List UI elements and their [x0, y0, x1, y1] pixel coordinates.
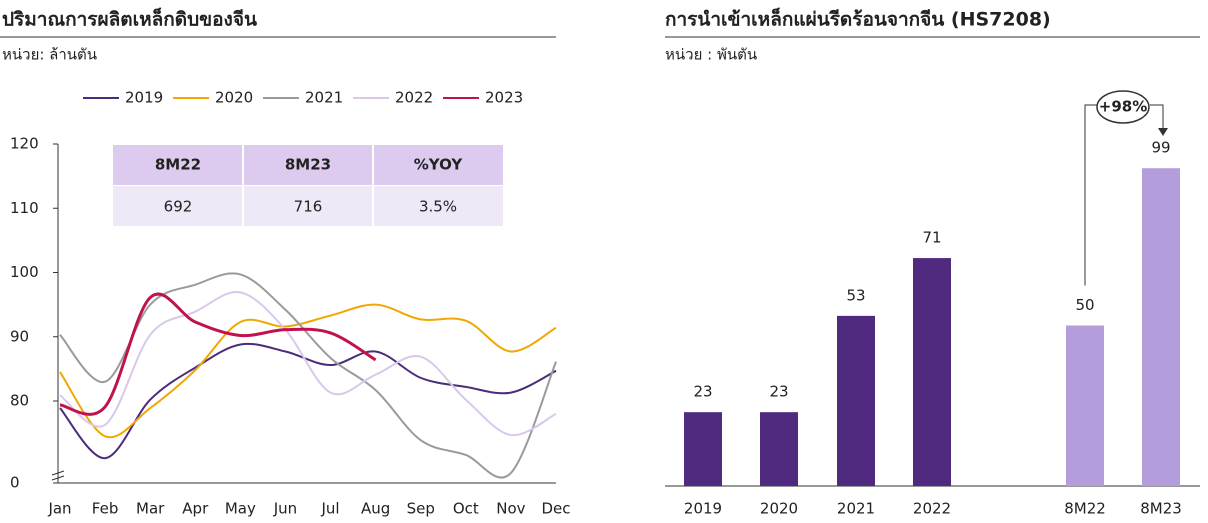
bar	[1066, 325, 1104, 486]
annotation-line	[1150, 104, 1164, 130]
x-tick-label: Apr	[182, 500, 209, 518]
table-header: %YOY	[414, 156, 464, 174]
value-label: 50	[1075, 296, 1094, 314]
series-line	[59, 303, 557, 439]
value-label: 23	[769, 383, 788, 401]
right-title: การนำเข้าเหล็กแผ่นรีดร้อนจากจีน (HS7208)	[665, 7, 1051, 31]
table-header: 8M22	[155, 156, 201, 174]
axis-break	[51, 470, 65, 476]
x-tick-label: Dec	[541, 500, 570, 518]
y-tick-label: 0	[10, 474, 20, 492]
bar	[760, 412, 798, 486]
x-tick-label: 2019	[684, 500, 722, 518]
series-line	[59, 342, 557, 460]
bar	[1142, 168, 1180, 486]
annotation-line	[1084, 104, 1097, 286]
table-header: 8M23	[285, 156, 331, 174]
value-label: 99	[1151, 139, 1170, 157]
left-title: ปริมาณการผลิตเหล็กดิบของจีน	[2, 7, 257, 31]
x-tick-label: Sep	[407, 500, 435, 518]
value-label: 71	[922, 229, 941, 247]
table-row-bg	[113, 186, 503, 226]
table-cell: 716	[294, 198, 323, 216]
x-tick-label: 2020	[760, 500, 798, 518]
legend-label: 2020	[215, 89, 253, 107]
table-header-bg	[113, 145, 503, 185]
legend-label: 2023	[485, 89, 523, 107]
y-tick-label: 90	[10, 327, 29, 345]
x-tick-label: Nov	[496, 500, 525, 518]
legend-label: 2021	[305, 89, 343, 107]
left-subtitle: หน่วย: ล้านตัน	[2, 46, 97, 64]
annotation-arrow	[1158, 128, 1168, 136]
value-label: 53	[846, 286, 865, 304]
x-tick-label: Jan	[47, 500, 71, 518]
x-tick-label: Jun	[273, 500, 297, 518]
x-tick-label: Mar	[136, 500, 165, 518]
x-tick-label: 8M23	[1140, 500, 1182, 518]
y-tick-label: 100	[10, 263, 39, 281]
annotation: +98%	[1099, 98, 1147, 116]
x-tick-label: 2021	[837, 500, 875, 518]
series-line	[59, 291, 557, 437]
legend-label: 2022	[395, 89, 433, 107]
x-tick-label: Oct	[453, 500, 479, 518]
x-tick-label: Jul	[320, 500, 339, 518]
x-tick-label: 2022	[913, 500, 951, 518]
x-tick-label: Aug	[361, 500, 390, 518]
bar	[684, 412, 722, 486]
bar	[913, 258, 951, 486]
table-cell: 692	[164, 198, 193, 216]
legend-label: 2019	[125, 89, 163, 107]
annotation-bubble	[1096, 90, 1150, 124]
y-tick-label: 110	[10, 199, 39, 217]
right-subtitle: หน่วย : พันตัน	[665, 46, 757, 64]
x-tick-label: Feb	[92, 500, 119, 518]
table-cell: 3.5%	[419, 198, 457, 216]
y-tick-label: 80	[10, 392, 29, 410]
series-line	[59, 272, 557, 479]
series-line	[59, 292, 377, 416]
bar	[837, 315, 875, 486]
axis-break	[51, 475, 65, 481]
y-tick-label: 120	[10, 135, 39, 153]
x-tick-label: 8M22	[1064, 500, 1106, 518]
value-label: 23	[693, 383, 712, 401]
x-tick-label: May	[225, 500, 256, 518]
